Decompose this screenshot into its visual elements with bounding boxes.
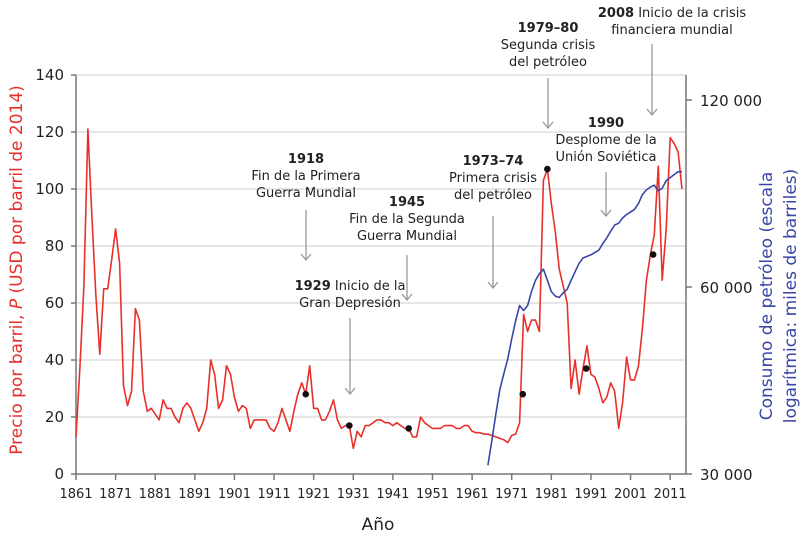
annotation-year: 1929 <box>295 279 331 294</box>
y-right-tick-label: 60 000 <box>700 279 753 297</box>
event-marker <box>302 390 310 398</box>
arrow-head-icon <box>300 253 312 262</box>
annotation-text: Guerra Mundial <box>256 186 356 201</box>
annotation: 1973–74 Primera crisis del petróleo <box>449 154 537 290</box>
arrow-head-icon <box>344 387 356 396</box>
arrow-head-icon <box>646 108 658 117</box>
x-tick-label: 1941 <box>376 487 409 502</box>
annotation-text: del petróleo <box>454 188 532 203</box>
annotation-year: 1979–80 <box>518 21 579 36</box>
x-tick-label: 1921 <box>297 487 330 502</box>
annotation-year: 2008 <box>598 6 634 21</box>
annotation: 1945 Fin de la Segunda Guerra Mundial <box>349 195 465 302</box>
arrow-head-icon <box>487 281 499 290</box>
x-tick-label: 2001 <box>614 487 647 502</box>
price-line <box>75 128 683 450</box>
annotation-text: Desplome de la <box>555 133 656 148</box>
annotation-title: 1973–74 <box>463 154 524 169</box>
annotation-text: Primera crisis <box>449 171 537 186</box>
y-left-tick-label: 100 <box>35 180 64 198</box>
y-left-axis-label: Precio por barril, P (USD por barril de … <box>7 85 27 455</box>
annotation-text: Fin de la Segunda <box>349 212 465 227</box>
annotation-inline-text: Inicio de la crisis <box>634 6 746 21</box>
annotation: 2008 Inicio de la crisis financiera mundi… <box>598 6 746 117</box>
y-left-tick-label: 60 <box>45 294 64 312</box>
annotation: 1918 Fin de la Primera Guerra Mundial <box>251 152 361 262</box>
annotation: 1929 Inicio de la Gran Depresión <box>295 279 406 396</box>
event-marker <box>519 390 527 398</box>
series-lines <box>75 128 683 466</box>
x-tick-label: 2011 <box>654 487 687 502</box>
arrow-head-icon <box>401 293 413 302</box>
x-tick-label: 1891 <box>178 487 211 502</box>
consumption-line <box>487 170 682 466</box>
annotation-title: 1918 <box>288 152 324 167</box>
annotation-text: Guerra Mundial <box>357 229 457 244</box>
annotation-text: financiera mundial <box>611 23 732 38</box>
annotation-text: Unión Soviética <box>555 150 656 165</box>
y-left-tick-label: 120 <box>35 123 64 141</box>
label-variable: P <box>7 298 27 309</box>
x-tick-label: 1881 <box>139 487 172 502</box>
label-part: (USD por barril de 2014) <box>7 85 27 299</box>
event-marker <box>405 425 413 432</box>
annotations: 1918 Fin de la Primera Guerra Mundial 1945 F… <box>251 6 746 396</box>
y-left-tick-label: 20 <box>45 408 64 426</box>
annotation-text: Segunda crisis <box>501 38 596 53</box>
y-right-tick-label: 120 000 <box>700 92 762 110</box>
x-tick-label: 1961 <box>456 487 489 502</box>
y-right-axis-label-1: Consumo de petróleo (escala <box>757 172 777 420</box>
annotation-text: Fin de la Primera <box>251 169 360 184</box>
axes: 0 20 40 60 80 100 120 140 30 000 60 000 120 000 186… <box>35 66 762 502</box>
y-left-tick-label: 0 <box>54 465 64 483</box>
annotation-title: 1979–80 <box>518 21 579 36</box>
axis-labels: Año Precio por barril, P (USD por barril… <box>7 85 801 535</box>
gridlines <box>76 74 686 418</box>
annotation: 1990 Desplome de la Unión Soviética <box>555 116 657 218</box>
annotation: 1979–80 Segunda crisis del petróleo <box>501 21 596 130</box>
annotation-title: 2008 Inicio de la crisis <box>598 6 746 21</box>
annotation-title: 1945 <box>389 195 425 210</box>
x-tick-label: 1901 <box>218 487 251 502</box>
x-tick-label: 1931 <box>337 487 370 502</box>
event-marker <box>346 422 353 429</box>
arrow-head-icon <box>600 209 612 218</box>
annotation-title: 1990 <box>588 116 624 131</box>
annotation-inline-text: Inicio de la <box>331 279 406 294</box>
x-tick-label: 1991 <box>574 487 607 502</box>
x-tick-label: 1971 <box>495 487 528 502</box>
x-tick-label: 1861 <box>59 487 92 502</box>
x-tick-label: 1981 <box>535 487 568 502</box>
label-part: Precio por barril, <box>7 309 27 455</box>
x-tick-label: 1871 <box>99 487 132 502</box>
event-marker <box>544 165 551 173</box>
y-left-tick-label: 80 <box>45 237 64 255</box>
x-tick-label: 1911 <box>258 487 291 502</box>
annotation-year: 1990 <box>588 116 624 131</box>
annotation-text: del petróleo <box>509 55 587 70</box>
x-tick-label: 1951 <box>416 487 449 502</box>
x-axis-label: Año <box>362 515 395 535</box>
annotation-year: 1973–74 <box>463 154 524 169</box>
annotation-title: 1929 Inicio de la <box>295 279 406 294</box>
y-left-tick-label: 140 <box>35 66 64 84</box>
y-right-axis-label-2: logarítmica: miles de barriles) <box>781 169 801 424</box>
event-marker <box>582 365 590 372</box>
annotation-year: 1945 <box>389 195 425 210</box>
annotation-year: 1918 <box>288 152 324 167</box>
event-marker <box>649 251 657 258</box>
y-left-tick-label: 40 <box>45 351 64 369</box>
annotation-text: Gran Depresión <box>299 296 401 311</box>
arrow-head-icon <box>542 121 554 130</box>
y-right-tick-label: 30 000 <box>700 466 753 484</box>
